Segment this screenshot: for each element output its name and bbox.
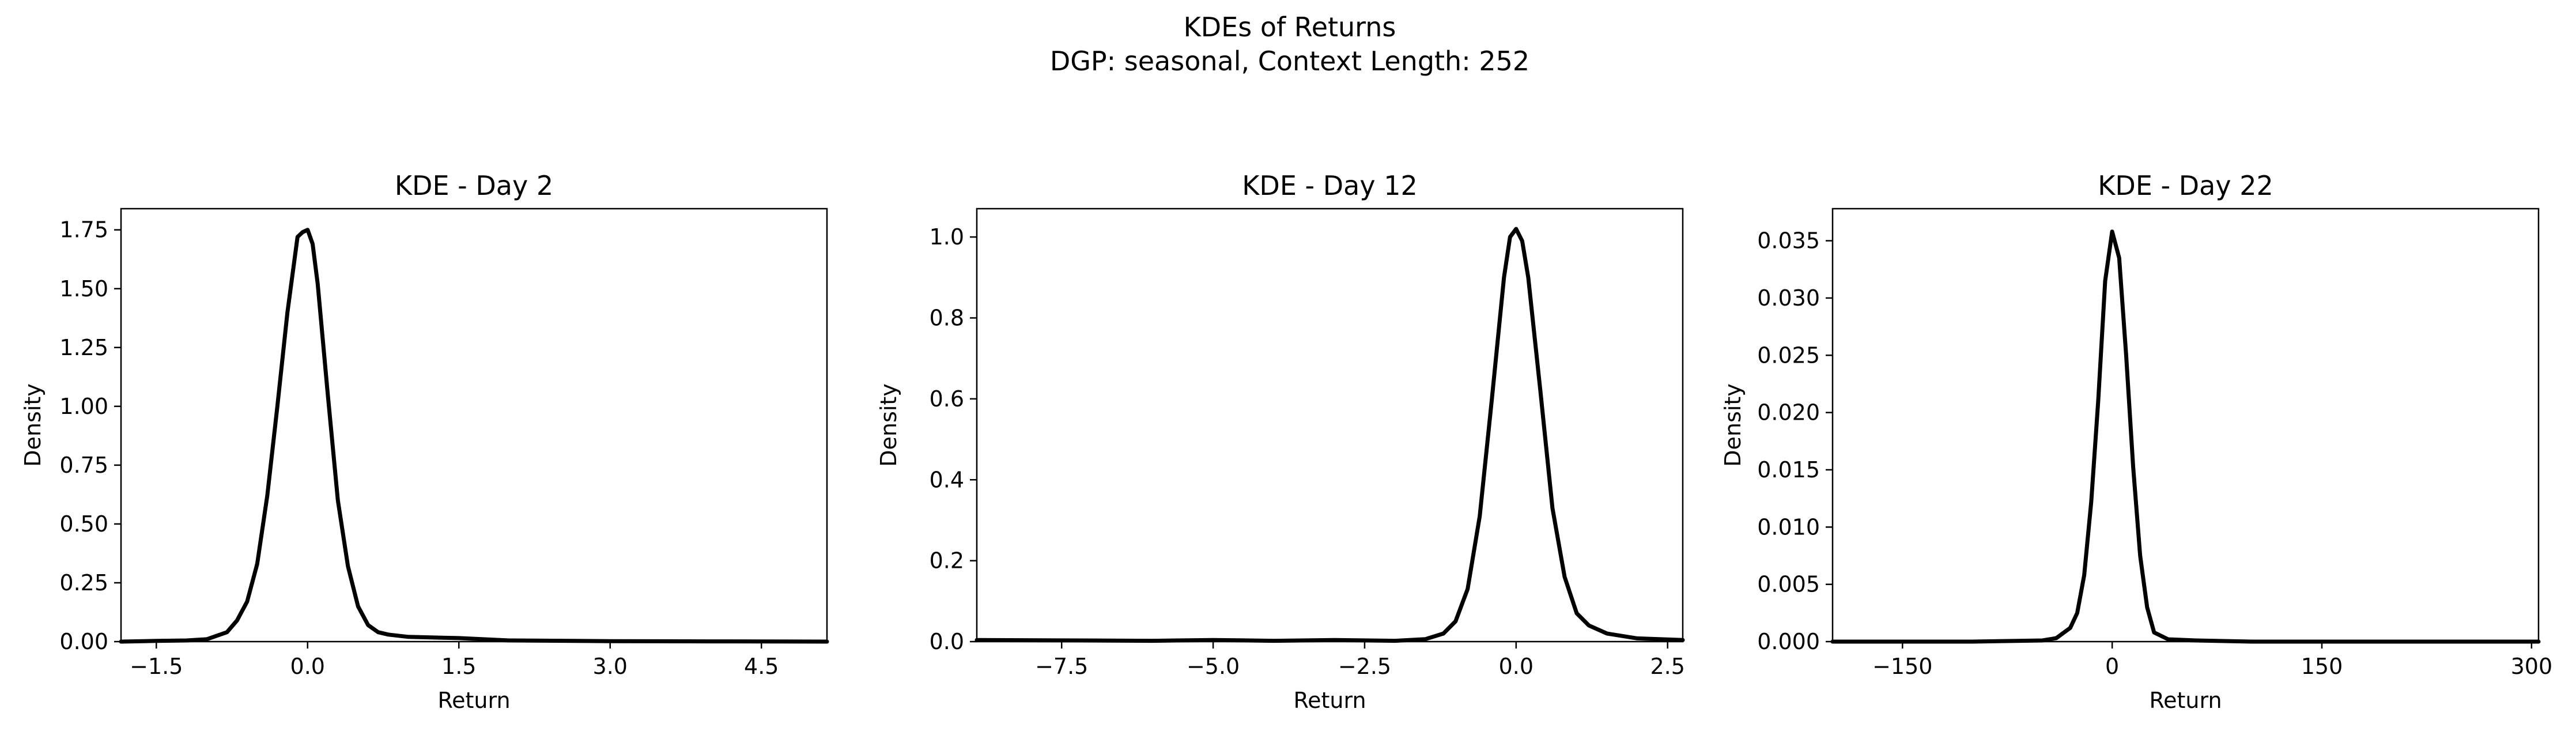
y-tick-label: 0.025 xyxy=(1757,342,1820,368)
y-tick-label: 1.75 xyxy=(59,217,108,243)
y-tick-label: 1.0 xyxy=(930,224,964,250)
y-tick-label: 0.2 xyxy=(930,548,964,574)
x-axis-label: Return xyxy=(437,688,510,713)
subplot-1: KDE - Day 2 −1.5 0.0 1.5 3.0 4.5 0.00 0.25 0.50 0… xyxy=(20,170,829,713)
x-axis-label: Return xyxy=(1293,688,1366,713)
x-tick-label: 150 xyxy=(2301,654,2343,679)
y-tick-label: 0.6 xyxy=(930,386,964,412)
x-tick-label: −2.5 xyxy=(1338,654,1391,679)
figure-subtitle: DGP: seasonal, Context Length: 252 xyxy=(1050,46,1529,77)
kde-line xyxy=(119,228,829,644)
y-tick-label: 0.030 xyxy=(1757,285,1820,311)
y-tick-label: 1.00 xyxy=(59,394,108,419)
y-tick-label: 1.50 xyxy=(59,276,108,301)
y-tick-label: 0.020 xyxy=(1757,400,1820,425)
y-axis-label: Density xyxy=(876,383,901,466)
x-tick-label: −5.0 xyxy=(1187,654,1240,679)
y-tick-label: 0.0 xyxy=(930,629,964,654)
x-tick-label: 4.5 xyxy=(744,654,779,679)
x-tick-label: −150 xyxy=(1872,654,1932,679)
y-tick-label: 0.000 xyxy=(1757,629,1820,654)
subplot-title: KDE - Day 22 xyxy=(2098,170,2273,201)
y-tick-label: 1.25 xyxy=(59,335,108,360)
figure-title: KDEs of Returns xyxy=(1184,12,1396,43)
x-tick-label: 300 xyxy=(2511,654,2553,679)
y-tick-label: 0.00 xyxy=(59,629,108,654)
x-tick-label: 0 xyxy=(2105,654,2119,679)
kde-line xyxy=(1830,229,2541,644)
y-tick-label: 0.035 xyxy=(1757,228,1820,254)
axes-frame xyxy=(1831,208,2540,643)
x-tick-label: −7.5 xyxy=(1035,654,1088,679)
y-tick-label: 0.25 xyxy=(59,570,108,595)
x-tick-label: 1.5 xyxy=(441,654,476,679)
x-tick-label: −1.5 xyxy=(130,654,183,679)
x-tick-label: 0.0 xyxy=(290,654,325,679)
y-axis-label: Density xyxy=(1720,383,1746,466)
subplot-3: KDE - Day 22 −150 0 150 300 0.000 0.005 0.010 0.… xyxy=(1720,170,2552,713)
y-tick-label: 0.010 xyxy=(1757,514,1820,540)
y-tick-label: 0.4 xyxy=(930,467,964,492)
x-axis-label: Return xyxy=(2149,688,2222,713)
x-tick-label: 2.5 xyxy=(1650,654,1684,679)
y-tick-label: 0.005 xyxy=(1757,572,1820,597)
subplots: KDE - Day 2−1.5 0.0 1.5 3.0 4.50.000.250.500… xyxy=(20,170,2552,713)
y-tick-label: 0.75 xyxy=(59,453,108,478)
y-tick-label: 0.015 xyxy=(1757,457,1820,483)
x-tick-label: 0.0 xyxy=(1499,654,1533,679)
y-tick-label: 0.8 xyxy=(930,306,964,331)
subplot-title: KDE - Day 2 xyxy=(395,170,553,201)
x-tick-label: 3.0 xyxy=(593,654,628,679)
axes-frame xyxy=(120,208,828,643)
axes-frame xyxy=(976,208,1684,643)
subplot-2: KDE - Day 12 −7.5 −5.0 −2.5 0.0 2.5 0.0 0.2 0.4 0… xyxy=(876,170,1685,713)
y-tick-label: 0.50 xyxy=(59,511,108,537)
y-axis-label: Density xyxy=(20,383,46,466)
kde-line xyxy=(975,227,1685,643)
subplot-title: KDE - Day 12 xyxy=(1242,170,1417,201)
